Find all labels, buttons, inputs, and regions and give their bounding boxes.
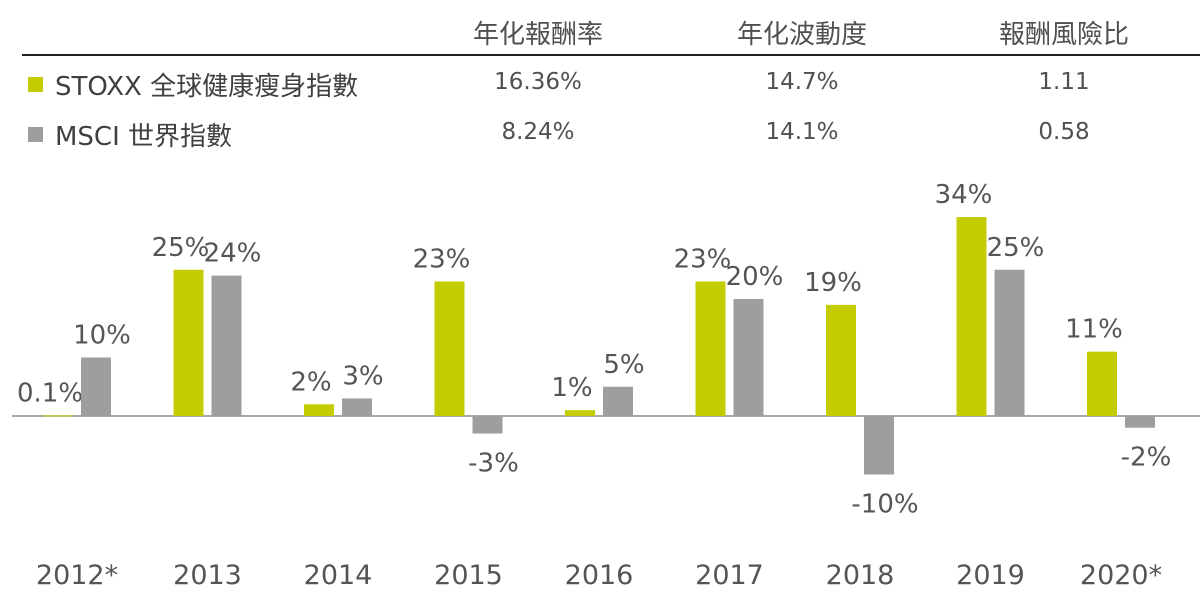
data-label-stoxx-2014: 2% xyxy=(290,367,331,397)
stoxx-annual-volatility: 14.7% xyxy=(765,69,839,95)
data-label-stoxx-2018: 19% xyxy=(804,268,862,298)
legend-label-stoxx: STOXX 全球健康瘦身指數 xyxy=(55,72,359,102)
data-label-stoxx-2015: 23% xyxy=(413,244,471,274)
header-return-risk-ratio: 報酬風險比 xyxy=(998,20,1129,50)
legend-swatch-msci xyxy=(28,127,43,142)
bar-stoxx-2018 xyxy=(826,304,856,416)
bar-msci-2015 xyxy=(472,416,503,434)
data-label-stoxx-2016: 1% xyxy=(551,373,592,403)
bar-msci-2016 xyxy=(603,386,633,416)
data-label-msci-2017: 20% xyxy=(726,262,784,292)
bar-stoxx-2015 xyxy=(434,281,465,416)
legend-item-msci: MSCI 世界指數 xyxy=(28,116,232,153)
data-label-stoxx-2017: 23% xyxy=(674,244,732,274)
data-label-msci-2014: 3% xyxy=(342,361,383,391)
bar-stoxx-2014 xyxy=(304,404,334,416)
x-tick-label-2014: 2014 xyxy=(304,560,373,591)
data-label-msci-2015: -3% xyxy=(468,449,519,479)
stoxx-return-risk-ratio: 1.11 xyxy=(1038,69,1090,95)
bar-msci-2019 xyxy=(994,269,1025,416)
bar-msci-2012* xyxy=(81,357,111,416)
header-annual-return: 年化報酬率 xyxy=(472,20,603,50)
msci-return-risk-ratio: 0.58 xyxy=(1038,119,1090,145)
bar-stoxx-2017 xyxy=(695,281,726,416)
x-tick-label-2013: 2013 xyxy=(173,560,242,591)
header-annual-volatility: 年化波動度 xyxy=(736,20,867,50)
data-label-msci-2012*: 10% xyxy=(73,321,131,351)
bar-stoxx-2016 xyxy=(565,410,595,416)
bar-msci-2013 xyxy=(211,275,242,416)
legend-label-msci: MSCI 世界指數 xyxy=(55,122,233,152)
msci-annual-return: 8.24% xyxy=(501,119,575,145)
bar-msci-2018 xyxy=(864,416,894,475)
header-rule xyxy=(22,54,1200,56)
data-label-stoxx-2019: 34% xyxy=(935,180,993,210)
msci-annual-volatility: 14.1% xyxy=(765,119,839,145)
bar-stoxx-2012* xyxy=(43,415,73,417)
legend-swatch-stoxx xyxy=(28,77,43,92)
data-label-msci-2020*: -2% xyxy=(1121,443,1172,473)
data-label-msci-2013: 24% xyxy=(204,239,262,269)
bar-stoxx-2019 xyxy=(956,217,987,416)
legend-item-stoxx: STOXX 全球健康瘦身指數 xyxy=(28,66,358,103)
data-label-stoxx-2013: 25% xyxy=(152,233,210,263)
x-tick-label-2015: 2015 xyxy=(434,560,503,591)
x-tick-label-2012*: 2012* xyxy=(36,560,118,591)
x-tick-label-2017: 2017 xyxy=(695,560,764,591)
data-label-msci-2016: 5% xyxy=(603,350,644,380)
x-tick-label-2019: 2019 xyxy=(956,560,1025,591)
data-label-msci-2019: 25% xyxy=(987,233,1045,263)
data-label-msci-2018: -10% xyxy=(851,490,918,520)
data-label-stoxx-2012*: 0.1% xyxy=(17,378,83,408)
x-tick-label-2018: 2018 xyxy=(826,560,895,591)
bar-msci-2017 xyxy=(733,299,764,416)
stoxx-annual-return: 16.36% xyxy=(494,69,582,95)
bar-msci-2014 xyxy=(342,398,372,416)
data-label-stoxx-2020*: 11% xyxy=(1065,315,1123,345)
x-tick-label-2016: 2016 xyxy=(565,560,634,591)
bar-stoxx-2020* xyxy=(1087,351,1117,416)
x-tick-label-2020*: 2020* xyxy=(1080,560,1162,591)
bar-stoxx-2013 xyxy=(173,269,204,416)
bar-msci-2020* xyxy=(1125,416,1155,428)
